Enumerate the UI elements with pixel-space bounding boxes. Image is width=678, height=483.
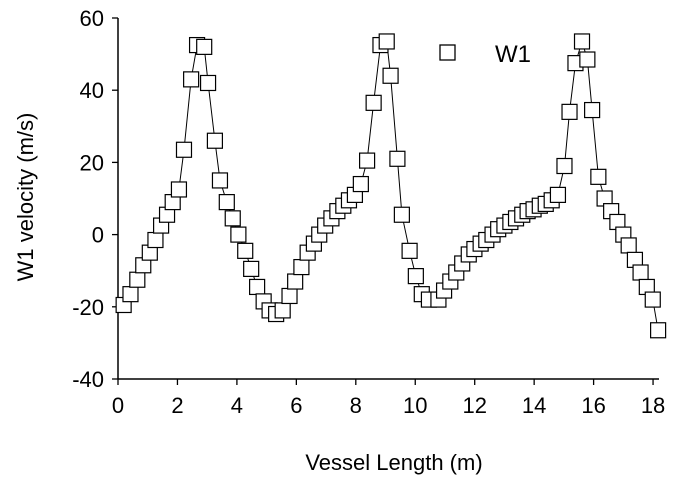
data-point [281, 287, 298, 305]
data-point [287, 273, 304, 290]
axis-ticks [112, 17, 654, 385]
y-tick-label: 20 [80, 150, 104, 175]
x-tick-label: 8 [350, 393, 362, 418]
data-point [199, 74, 217, 92]
data-point [129, 271, 146, 288]
data-point [584, 101, 601, 119]
data-point [183, 71, 200, 88]
data-point [393, 206, 410, 223]
x-tick-label: 10 [403, 393, 427, 418]
data-point [389, 150, 406, 167]
data-point [407, 268, 424, 285]
y-tick-label: -20 [72, 295, 104, 320]
y-tick-label: 60 [80, 6, 104, 31]
data-point [632, 264, 649, 281]
data-point [249, 278, 266, 296]
legend-label: W1 [495, 41, 531, 68]
data-point [122, 286, 139, 303]
data-point [196, 38, 213, 55]
data-point [573, 33, 591, 50]
data-point [401, 242, 418, 259]
plot-frame [117, 18, 659, 380]
y-axis-title: W1 velocity (m/s) [13, 113, 38, 282]
data-point [243, 260, 260, 277]
x-axis-title: Vessel Length (m) [305, 450, 482, 475]
data-point [556, 157, 573, 175]
data-point [382, 67, 399, 84]
y-tick-label: 0 [92, 223, 104, 248]
x-tick-label: 18 [641, 393, 665, 418]
data-point [175, 141, 193, 158]
x-tick-label: 12 [462, 393, 486, 418]
y-tick-label: 40 [80, 78, 104, 103]
data-point [644, 291, 661, 308]
legend-marker [439, 44, 456, 61]
x-tick-label: 14 [522, 393, 546, 418]
data-point [147, 231, 164, 249]
data-point [230, 226, 247, 243]
data-point [620, 237, 637, 254]
series-layer [115, 33, 667, 339]
data-point [237, 242, 254, 259]
data-point [206, 132, 224, 149]
data-point [274, 302, 291, 319]
data-point [579, 51, 596, 68]
tick-labels: 0 2 4 6 8 10 12 14 16 18 60 40 20 0 -20 -40 [72, 6, 665, 418]
legend: W1 [439, 41, 531, 68]
data-point [561, 103, 578, 120]
data-point [170, 181, 188, 198]
data-point [211, 172, 229, 189]
data-point [218, 194, 235, 211]
data-point [358, 152, 376, 169]
x-tick-label: 6 [290, 393, 302, 418]
x-tick-label: 16 [581, 393, 605, 418]
x-tick-label: 0 [112, 393, 124, 418]
data-point [378, 33, 395, 50]
y-tick-label: -40 [72, 367, 104, 392]
data-point [650, 322, 667, 339]
data-point [224, 210, 241, 227]
x-tick-label: 4 [231, 393, 243, 418]
x-tick-label: 2 [171, 393, 183, 418]
data-point [365, 94, 382, 111]
data-point [293, 258, 310, 276]
data-point [549, 186, 567, 203]
data-point [590, 168, 607, 185]
data-point [352, 175, 369, 193]
